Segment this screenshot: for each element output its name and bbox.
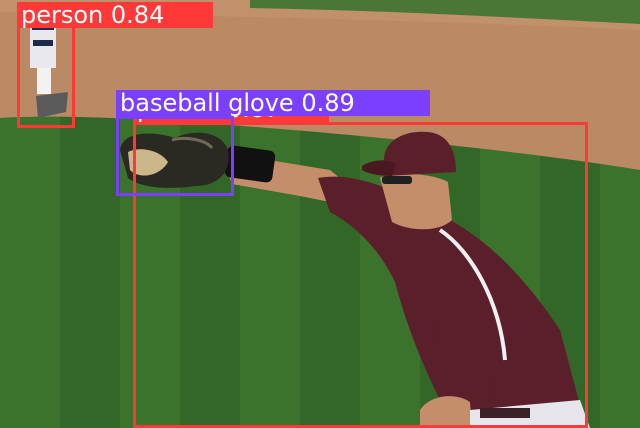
detection-class-text: person	[21, 1, 104, 29]
detection-label-person-runner: person 0.84	[17, 2, 213, 28]
detection-label-baseball-glove: baseball glove 0.89	[116, 90, 430, 116]
player-figure	[120, 131, 590, 428]
detection-score-text: 0.89	[301, 89, 355, 117]
detection-box-baseball-glove	[116, 116, 234, 196]
detection-box-person-runner	[17, 25, 75, 128]
detection-score-text: 0.84	[110, 1, 165, 29]
detection-class-text: baseball glove	[120, 89, 294, 117]
detection-box-person-main	[133, 122, 588, 428]
